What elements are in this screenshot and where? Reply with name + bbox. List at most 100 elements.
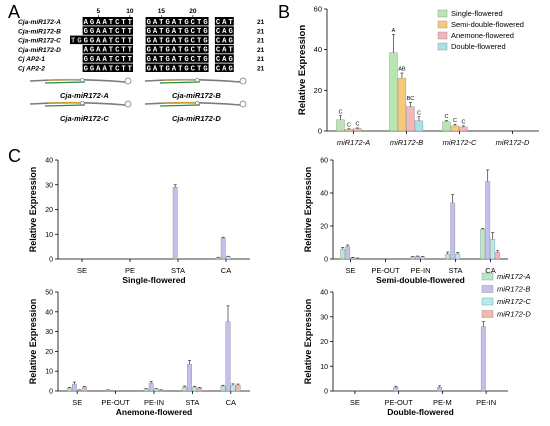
- hairpin-loop: [124, 77, 132, 85]
- alignment-base: G: [203, 37, 207, 45]
- y-tick-label: 60: [320, 158, 328, 165]
- chart-c-single: 0 10 20 30 40 Relative Expression SE PE STA CA Sin…: [28, 158, 250, 285]
- alignment-base: A: [102, 47, 107, 55]
- alignment-base: A: [153, 28, 158, 36]
- alignment-block: [145, 44, 209, 54]
- bar: [495, 252, 501, 260]
- alignment-base: T: [159, 19, 164, 27]
- alignment-base: T: [178, 56, 183, 64]
- bar: [480, 326, 486, 392]
- alignment-block: [82, 26, 133, 35]
- chart-title: Semi-double-flowered: [376, 275, 465, 285]
- y-tick-label: 40: [314, 45, 322, 54]
- alignment-row-name: Cja-miR172-A: [18, 19, 61, 26]
- significance-label: C: [453, 118, 457, 124]
- alignment-base: G: [90, 19, 94, 27]
- hairpin-label: Cja-miR172-C: [60, 114, 109, 123]
- bar: [220, 237, 226, 260]
- legend-label: miR172-C: [497, 297, 531, 306]
- significance-label: C: [444, 114, 448, 120]
- hairpin-bulge: [80, 100, 85, 106]
- hairpin-mature-strand: [44, 81, 86, 84]
- alignment-base: T: [128, 28, 133, 36]
- alignment-base: G: [84, 56, 88, 64]
- alignment-base: T: [128, 65, 133, 73]
- alignment-base: A: [96, 19, 101, 27]
- legend-label: Semi-double-flowered: [451, 20, 524, 29]
- alignment-base: G: [147, 28, 151, 36]
- legend-label: miR172-B: [497, 285, 530, 294]
- alignment-base: C: [191, 47, 196, 55]
- y-tick-label: 0: [49, 389, 53, 396]
- alignment-base: G: [147, 19, 151, 27]
- bar: [450, 202, 456, 260]
- alignment-base: G: [228, 65, 232, 73]
- alignment-base: G: [90, 37, 94, 45]
- alignment-base: T: [109, 65, 114, 73]
- y-tick-label: 0: [324, 257, 328, 264]
- x-tick-label: PE-IN: [410, 266, 430, 275]
- bar: [225, 256, 231, 260]
- alignment-base: A: [153, 19, 158, 27]
- legend-swatch: [437, 20, 448, 29]
- alignment-row-length: 21: [257, 38, 265, 45]
- alignment-base: C: [191, 56, 196, 64]
- alignment-base: T: [228, 47, 233, 55]
- x-tick-label: PE-OUT: [384, 398, 413, 407]
- bar: [445, 253, 451, 260]
- x-tick-label: CA: [485, 266, 495, 275]
- alignment-base: T: [178, 65, 183, 73]
- bar: [336, 119, 345, 132]
- alignment-row-name: Cja-miR172-C: [18, 38, 61, 45]
- x-tick-label: STA: [185, 398, 199, 407]
- bar: [143, 388, 149, 392]
- x-tick-label: PE-M: [433, 398, 452, 407]
- y-tick-label: 20: [320, 224, 328, 231]
- x-tick-label: CA: [226, 398, 236, 407]
- alignment-base: G: [165, 47, 169, 55]
- alignment-base: A: [96, 65, 101, 73]
- alignment-base: T: [197, 37, 202, 45]
- alignment-row-name: Cj AP2-1: [18, 56, 45, 63]
- alignment-base: T: [109, 47, 114, 55]
- bar: [437, 387, 442, 392]
- y-tick-label: 0: [49, 257, 53, 264]
- significance-label: C: [461, 119, 465, 125]
- alignment-base: A: [172, 19, 177, 27]
- legend-b: Single-flowered Semi-double-flowered Anemo…: [437, 9, 524, 51]
- bar: [192, 386, 197, 392]
- alignment-block: [214, 54, 234, 63]
- bar: [485, 181, 491, 260]
- significance-label: C: [355, 121, 359, 127]
- legend-label: Single-flowered: [451, 9, 503, 18]
- alignment-base: G: [228, 28, 232, 36]
- y-tick-label: 0: [318, 127, 322, 136]
- alignment-base: T: [121, 37, 126, 45]
- alignment-base: C: [191, 28, 196, 36]
- chart-c-anemone: 0 10 20 30 40 50 Relative Expression SE PE-OUT PE…: [28, 290, 250, 417]
- y-tick-label: 40: [45, 309, 53, 316]
- alignment-block: [214, 44, 234, 54]
- alignment-base: T: [178, 37, 183, 45]
- y-axis-label: Relative Expression: [28, 299, 38, 385]
- alignment-base: C: [216, 19, 221, 27]
- x-tick-label: PE-IN: [144, 398, 164, 407]
- alignment-base: T: [121, 65, 126, 73]
- alignment-block: [214, 17, 234, 26]
- alignment-base: C: [191, 37, 196, 45]
- alignment-base: T: [121, 28, 126, 36]
- alignment-base: G: [184, 28, 188, 36]
- alignment-base: G: [203, 28, 207, 36]
- hairpin-label: Cja-miR172-D: [172, 114, 221, 123]
- alignment-base: C: [115, 47, 120, 55]
- alignment-base: G: [84, 37, 88, 45]
- alignment-base: A: [153, 65, 158, 73]
- alignment-base: T: [109, 37, 114, 45]
- panel-letter-c: C: [8, 146, 21, 166]
- bar: [215, 257, 221, 260]
- x-tick-label: STA: [448, 266, 462, 275]
- significance-label: A: [392, 28, 396, 34]
- hairpin-loop: [239, 77, 247, 85]
- x-tick-label: SE: [72, 398, 82, 407]
